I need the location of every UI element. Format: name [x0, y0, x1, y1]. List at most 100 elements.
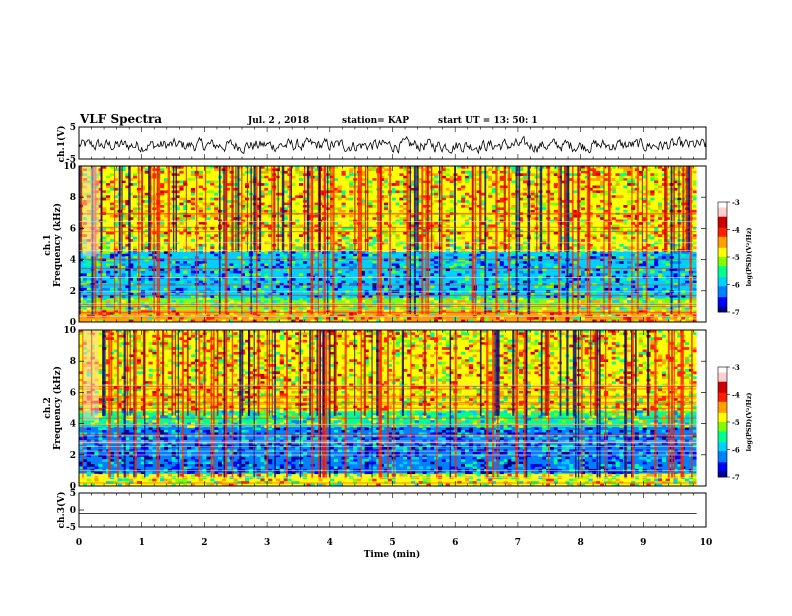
spectrogram-cell	[673, 298, 677, 301]
spectrogram-cell	[623, 246, 627, 249]
spectrogram-cell	[477, 317, 481, 320]
spectrogram-cell	[199, 186, 203, 189]
spectrogram-cell	[511, 278, 515, 281]
spectrogram-cell	[693, 217, 697, 220]
spectrogram-cell	[179, 222, 183, 225]
spectrogram-cell	[342, 222, 346, 225]
spectrogram-cell	[627, 232, 631, 235]
spectrogram-cell	[133, 193, 137, 196]
spectrogram-cell	[465, 178, 469, 181]
spectrogram-cell	[199, 251, 203, 254]
spectrogram-cell	[83, 273, 87, 276]
spectrogram-cell	[450, 300, 454, 303]
spectrogram-cell	[658, 207, 662, 210]
spectrogram-cell	[581, 186, 585, 189]
spectrogram-cell	[450, 244, 454, 247]
spectrogram-cell	[511, 171, 515, 174]
spectrogram-cell	[102, 237, 106, 240]
spectrogram-cell	[650, 198, 654, 201]
spectrogram-cell	[550, 171, 554, 174]
spectrogram-cell	[612, 198, 616, 201]
spectrogram-cell	[342, 195, 346, 198]
spectrogram-cell	[237, 288, 241, 291]
spectrogram-cell	[214, 186, 218, 189]
spectrogram-cell	[83, 281, 87, 284]
spectrogram-cell	[396, 281, 400, 284]
spectrogram-cell	[187, 261, 191, 264]
spectrogram-cell	[191, 181, 195, 184]
spectrogram-cell	[623, 176, 627, 179]
spectrogram-cell	[461, 186, 465, 189]
spectrogram-cell	[284, 285, 288, 288]
spectrogram-cell	[237, 256, 241, 259]
spectrogram-cell	[650, 232, 654, 235]
spectrogram-stripe	[365, 166, 366, 252]
spectrogram-cell	[596, 300, 600, 303]
spectrogram-cell	[345, 237, 349, 240]
spectrogram-cell	[550, 203, 554, 206]
spectrogram-cell	[369, 168, 373, 171]
spectrogram-cell	[554, 171, 558, 174]
spectrogram-cell	[573, 215, 577, 218]
spectrogram-cell	[488, 193, 492, 196]
spectrogram-cell	[616, 298, 620, 301]
spectrogram-cell	[531, 285, 535, 288]
spectrogram-cell	[276, 281, 280, 284]
spectrogram-cell	[450, 178, 454, 181]
spectrogram-cell	[450, 183, 454, 186]
spectrogram-cell	[550, 317, 554, 320]
spectrogram-cell	[102, 288, 106, 291]
spectrogram-cell	[307, 298, 311, 301]
spectrogram-cell	[187, 198, 191, 201]
spectrogram-stripe	[479, 166, 481, 252]
spectrogram-cell	[149, 276, 153, 279]
spectrogram-cell	[639, 298, 643, 301]
spectrogram-cell	[693, 195, 697, 198]
spectrogram-cell	[650, 256, 654, 259]
spectrogram-cell	[523, 176, 527, 179]
spectrogram-cell	[523, 217, 527, 220]
spectrogram-cell	[531, 190, 535, 193]
spectrogram-cell	[581, 176, 585, 179]
spectrogram-cell	[376, 317, 380, 320]
spectrogram-cell	[461, 188, 465, 191]
spectrogram-cell	[299, 195, 303, 198]
spectrogram-cell	[179, 181, 183, 184]
spectrogram-cell	[511, 256, 515, 259]
spectrogram-cell	[612, 251, 616, 254]
spectrogram-cell	[523, 178, 527, 181]
spectrogram-stripe	[101, 166, 103, 252]
spectrogram-cell	[295, 264, 299, 267]
spectrogram-cell	[284, 298, 288, 301]
spectrogram-cell	[164, 190, 168, 193]
spectrogram-cell	[338, 195, 342, 198]
spectrogram-cell	[191, 173, 195, 176]
spectrogram-cell	[164, 239, 168, 242]
spectrogram-cell	[164, 288, 168, 291]
spectrogram-cell	[550, 195, 554, 198]
spectrogram-cell	[214, 256, 218, 259]
spectrogram-cell	[616, 195, 620, 198]
spectrogram-cell	[299, 317, 303, 320]
spectrogram-cell	[650, 193, 654, 196]
spectrogram-cell	[102, 246, 106, 249]
spectrogram-cell	[627, 278, 631, 281]
spectrogram-cell	[187, 173, 191, 176]
spectrogram-cell	[299, 273, 303, 276]
spectrogram-cell	[191, 188, 195, 191]
spectrogram-cell	[623, 251, 627, 254]
spectrogram-cell	[384, 173, 388, 176]
spectrogram-cell	[596, 288, 600, 291]
spectrogram-cell	[554, 246, 558, 249]
spectrogram-cell	[342, 207, 346, 210]
spectrogram-cell	[531, 271, 535, 274]
spectrogram-cell	[658, 300, 662, 303]
spectrogram-cell	[214, 198, 218, 201]
spectrogram-cell	[264, 176, 268, 179]
spectrogram-cell	[106, 225, 110, 228]
spectrogram-cell	[183, 288, 187, 291]
spectrogram-cell	[673, 276, 677, 279]
spectrogram-cell	[318, 317, 322, 320]
spectrogram-cell	[307, 256, 311, 259]
spectrogram-cell	[446, 237, 450, 240]
